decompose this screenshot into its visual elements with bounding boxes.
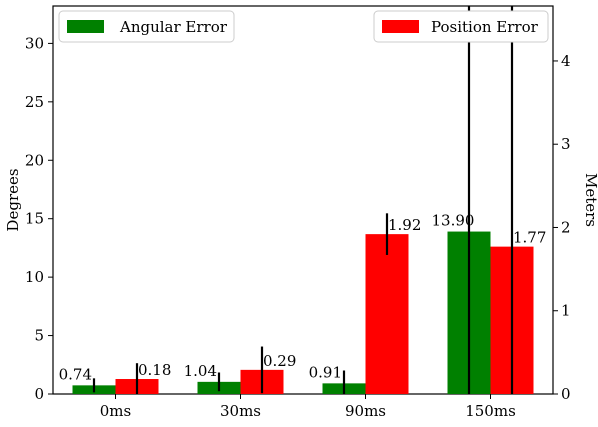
legend-label-position: Position Error xyxy=(431,18,539,36)
legend-swatch-angular xyxy=(67,20,104,33)
x-tick-label: 0ms xyxy=(100,402,131,420)
legend-swatch-position xyxy=(382,20,419,33)
left-tick-label: 20 xyxy=(25,151,44,169)
position-error-value-label: 1.92 xyxy=(388,216,421,234)
right-tick-label: 1 xyxy=(561,302,571,320)
error-bars xyxy=(92,6,514,394)
plot-area xyxy=(52,5,554,395)
angular-error-value-label: 1.04 xyxy=(184,362,217,380)
left-tick-label: 15 xyxy=(25,210,44,228)
left-axis-label: Degrees xyxy=(4,168,22,231)
legend-box xyxy=(373,10,549,43)
right-tick-label: 0 xyxy=(561,385,571,403)
angular-error-value-label: 0.74 xyxy=(59,365,92,383)
x-axis: 0ms 30ms 90ms 150ms xyxy=(100,394,516,420)
x-tick-label: 30ms xyxy=(220,402,261,420)
right-axis-label: Meters xyxy=(582,173,598,227)
legend-box xyxy=(58,10,235,43)
position-error-value-label: 0.29 xyxy=(263,352,296,370)
left-tick-label: 5 xyxy=(34,327,44,345)
x-tick-label: 90ms xyxy=(345,402,386,420)
left-tick-label: 25 xyxy=(25,93,44,111)
left-tick-label: 30 xyxy=(25,34,44,52)
left-tick-label: 10 xyxy=(25,268,44,286)
left-tick-label: 0 xyxy=(34,385,44,403)
right-tick-label: 3 xyxy=(561,135,571,153)
angular-error-value-label: 0.91 xyxy=(309,363,342,381)
position-error-value-label: 0.18 xyxy=(138,361,171,379)
left-axis: 0 5 10 15 20 25 30 Degrees xyxy=(4,34,53,403)
angular-error-value-label: 13.90 xyxy=(432,212,475,230)
plot-frame xyxy=(52,5,554,395)
data-labels: 0.74 1.04 0.91 13.90 0.18 0.29 1.92 1.77 xyxy=(59,212,547,384)
legend-angular-error: Angular Error xyxy=(58,10,235,43)
position-error-bar xyxy=(365,234,409,394)
position-error-value-label: 1.77 xyxy=(513,229,546,247)
legend-position-error: Position Error xyxy=(373,10,549,43)
right-axis: 0 1 2 3 4 Meters xyxy=(553,52,598,403)
legend-label-angular: Angular Error xyxy=(119,18,228,36)
x-tick-label: 150ms xyxy=(465,402,516,420)
right-tick-label: 2 xyxy=(561,218,571,236)
right-tick-label: 4 xyxy=(561,52,571,70)
